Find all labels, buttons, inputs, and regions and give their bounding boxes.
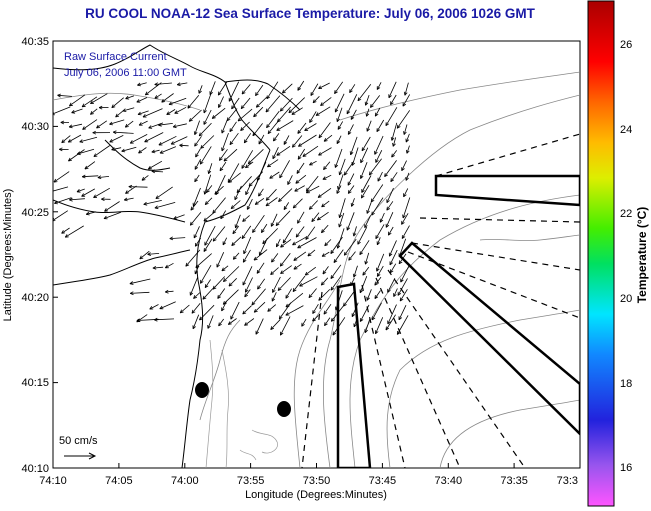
nearshore-contours (205, 339, 278, 468)
colorbar-tick-labels: 26 24 22 20 18 16 (620, 39, 632, 474)
x-tick-label: 73:50 (303, 475, 331, 487)
x-tick-label: 73:40 (435, 475, 463, 487)
colorbar-tick-label: 26 (620, 39, 632, 51)
y-tick-label: 40:30 (21, 121, 49, 133)
y-tick-label: 40:25 (21, 207, 49, 219)
station-marker-1[interactable] (195, 382, 209, 398)
y-axis-label: Latitude (Degrees:Minutes) (2, 189, 14, 322)
x-tick-label: 73:45 (369, 475, 397, 487)
bathymetry-contours (53, 71, 580, 468)
coastline (53, 44, 301, 468)
x-tick-label: 74:00 (171, 475, 199, 487)
y-tick-labels: 40:35 40:30 40:25 40:20 40:15 40:10 (21, 36, 49, 475)
scale-arrow-icon (64, 452, 97, 460)
colorbar-tick-label: 18 (620, 378, 632, 390)
y-tick-label: 40:10 (21, 463, 49, 475)
x-tick-label: 74:10 (39, 475, 67, 487)
colorbar-tick-label: 16 (620, 462, 632, 474)
axis-ticks (53, 125, 515, 468)
colorbar-tick-label: 22 (620, 208, 632, 220)
glider-transect-boxes (336, 174, 580, 468)
plot-area (52, 40, 581, 469)
y-tick-label: 40:15 (21, 377, 49, 389)
x-tick-label: 73:3 (557, 475, 578, 487)
x-tick-label: 73:35 (500, 475, 528, 487)
x-axis-label: Longitude (Degrees:Minutes) (245, 489, 387, 501)
colorbar-title: Temperature (°C) (635, 207, 649, 304)
x-tick-label: 73:55 (237, 475, 265, 487)
surface-current-vectors (53, 80, 411, 336)
x-tick-label: 74:05 (105, 475, 133, 487)
legend-current-label: Raw Surface Current (64, 51, 167, 63)
scale-label: 50 cm/s (59, 435, 98, 447)
legend-current-time: July 06, 2006 11:00 GMT (64, 67, 187, 79)
station-marker-2[interactable] (277, 401, 291, 417)
radar-sector-lines (301, 133, 580, 468)
x-tick-labels: 74:10 74:05 74:00 73:55 73:50 73:45 73:4… (39, 475, 578, 487)
colorbar-tick-label: 20 (620, 293, 632, 305)
colorbar-tick-label: 24 (620, 124, 632, 136)
colorbar (587, 0, 615, 507)
map-title: RU COOL NOAA-12 Sea Surface Temperature:… (85, 6, 535, 21)
y-tick-label: 40:20 (21, 292, 49, 304)
y-tick-label: 40:35 (21, 36, 49, 48)
